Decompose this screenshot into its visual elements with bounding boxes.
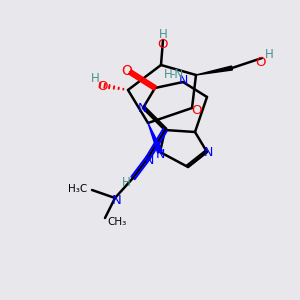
- Text: CH₃: CH₃: [107, 217, 126, 227]
- Text: H₃C: H₃C: [68, 184, 87, 194]
- Text: N: N: [155, 148, 165, 160]
- Text: H: H: [164, 68, 172, 82]
- Text: N: N: [112, 194, 122, 208]
- Polygon shape: [196, 66, 232, 75]
- Text: N: N: [203, 146, 213, 158]
- Text: O: O: [122, 64, 132, 78]
- Text: H: H: [159, 28, 167, 40]
- Text: N: N: [144, 154, 154, 166]
- Text: O: O: [255, 56, 265, 70]
- Text: H: H: [265, 47, 273, 61]
- Text: O: O: [192, 104, 202, 118]
- Text: H: H: [91, 71, 99, 85]
- Text: H: H: [122, 176, 130, 190]
- Text: N: N: [178, 74, 188, 88]
- Text: -N: -N: [170, 68, 184, 82]
- Polygon shape: [148, 123, 162, 153]
- Text: O: O: [158, 38, 168, 50]
- Text: N: N: [137, 103, 147, 116]
- Text: O: O: [97, 80, 107, 92]
